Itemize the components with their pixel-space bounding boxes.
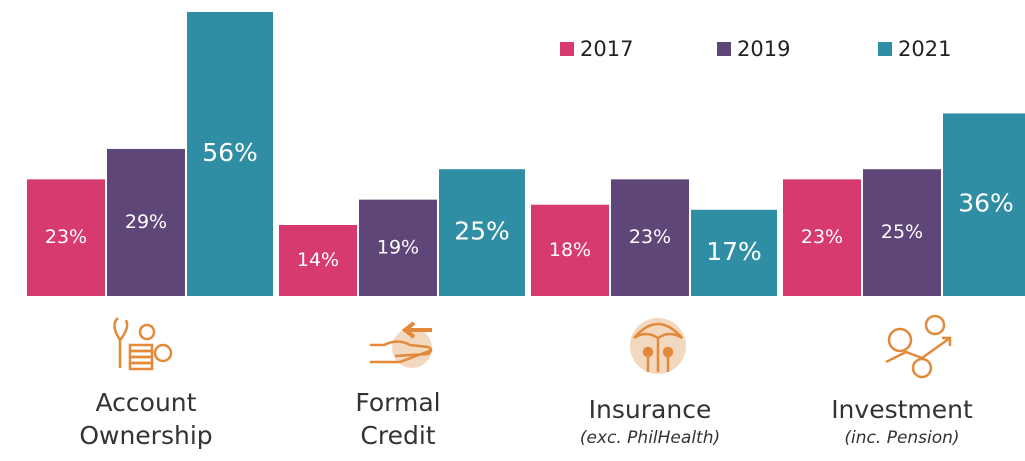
value-label: 25% [454,217,510,246]
icons [113,314,952,379]
category-label: Insurance (exc. PhilHealth) [575,393,725,450]
value-label: 23% [45,226,87,248]
bar [691,209,777,296]
category-label: Formal Credit [355,388,441,450]
value-label: 23% [801,226,843,248]
legend-label: 2021 [898,37,951,61]
value-label: 19% [377,236,419,258]
legend-label: 2017 [580,37,633,61]
value-label: 17% [706,237,762,266]
bar [27,179,105,296]
bar [863,169,941,296]
value-label: 14% [297,249,339,271]
value-label: 23% [629,226,671,248]
legend-swatch [560,42,574,56]
value-label: 36% [958,189,1014,218]
value-label: 56% [202,138,258,167]
icon-investment [885,314,952,379]
bar [943,113,1025,296]
bar [279,225,357,296]
bar [187,12,273,296]
icon-insurance [630,318,686,374]
legend-swatch [717,42,731,56]
category-label: Account Ownership [79,388,213,450]
value-label: 29% [125,211,167,233]
category-label: Investment (inc. Pension) [827,393,977,450]
category-note: (inc. Pension) [844,428,960,448]
bar [439,169,525,296]
icon-credit [370,321,433,368]
legend-label: 2019 [737,37,790,61]
value-label: 18% [549,239,591,261]
bar [107,148,185,296]
legend-swatch [878,42,892,56]
icon-coins [113,317,173,371]
bar [611,179,689,296]
category-note: (exc. PhilHealth) [579,428,721,448]
bar [359,199,437,296]
value-label: 25% [881,221,923,243]
bar [531,204,609,296]
bar [783,179,861,296]
